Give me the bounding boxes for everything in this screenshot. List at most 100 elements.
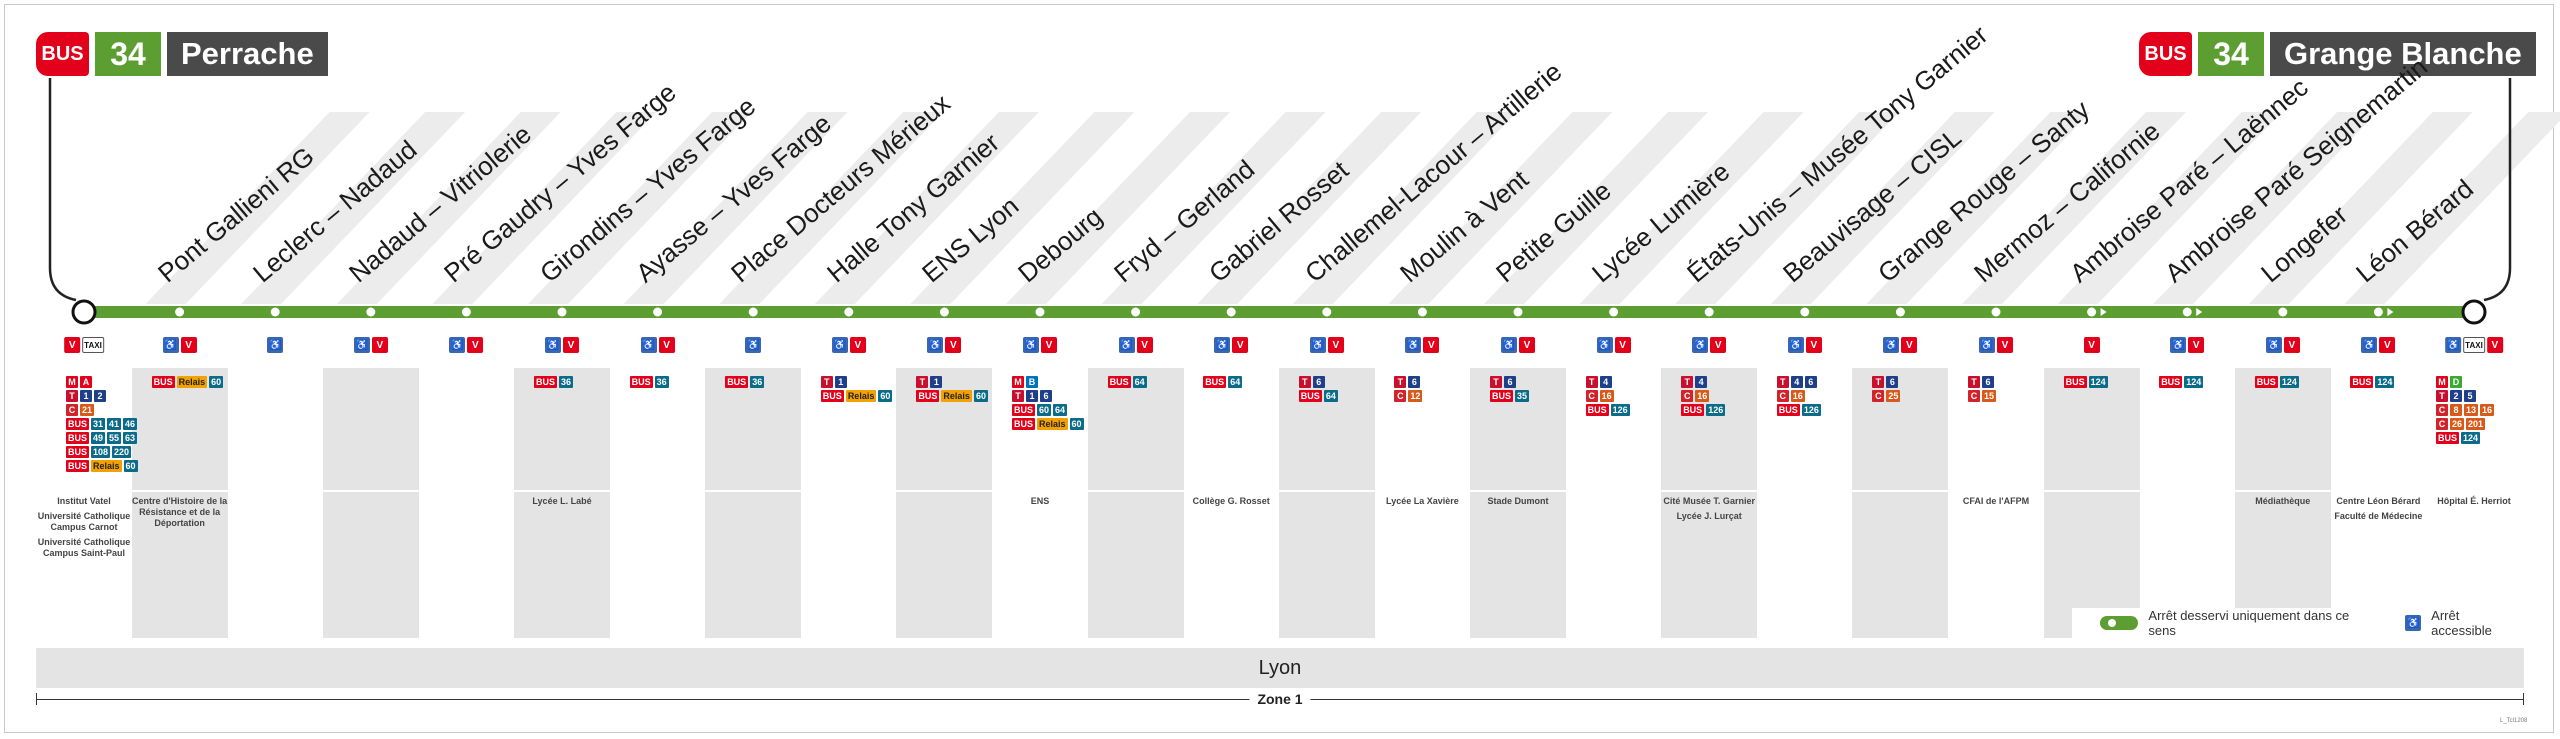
column-separator [896,490,993,492]
terminus-left-marker [71,299,97,325]
stop-column [2043,368,2140,638]
place-list: Collège G. Rosset [1183,496,1279,511]
bike-share-icon: V [1997,337,2013,353]
place-list: Cité Musée T. Garnier Lycée J. Lurçat [1661,496,1757,526]
service-icons: ♿ V [1309,337,1344,353]
stop-connections: T 6 C 15 [1968,376,2058,404]
line-badge: 31 [91,418,106,430]
service-icons: ♿ V [927,337,962,353]
mode-badge: T [1776,376,1789,388]
mode-badge: BUS [1012,418,1036,430]
bike-share-icon: V [1327,337,1344,353]
line-badge: 124 [2375,376,2395,388]
mode-badge: M [1012,376,1024,388]
place-list: Médiathèque [2235,496,2331,511]
line-badge: 21 [80,404,95,416]
line-badge: 1 [80,390,92,402]
connection-row: BUS 124 [2159,376,2249,388]
stop-dot [1991,307,2001,317]
place-list: Centre d'Histoire de la Résistance et de… [132,496,228,533]
mode-badge: BUS [151,376,175,388]
accessible-icon: ♿ [1309,337,1326,353]
terminus-right-connections: M D T 2 5 C 8 13 16 C 26 201 BUS 124 [2436,376,2526,446]
stop-column [322,368,419,638]
stop-connections: BUS 36 [629,376,720,390]
mode-badge: T [916,376,929,388]
service-icons: ♿ V [831,337,866,353]
place-label: Cité Musée T. Garnier [1663,496,1755,506]
accessible-icon: ♿ [640,337,657,353]
line-badge: 6 [1504,376,1516,388]
stop-connections: M B T 1 6 BUS 60 64 BUS Relais 60 [1012,376,1102,432]
bus-badge: BUS [36,32,89,76]
column-separator [705,490,802,492]
bike-share-icon: V [1614,337,1631,353]
column-separator [514,490,610,492]
connection-row: C 26 201 [2436,418,2526,430]
mode-badge: BUS [725,376,749,388]
line-badge: 126 [1706,404,1726,416]
line-number: 34 [95,32,161,76]
mode-badge: C [2436,418,2448,430]
connection-row: BUS 35 [1490,390,1580,402]
label-band [2248,112,2473,304]
label-band [1675,112,1900,304]
label-band [1770,112,1995,304]
service-icons: V [2083,337,2100,353]
stop-connections: BUS 36 [725,376,815,390]
line-badge: 25 [1886,390,1901,402]
connection-row: BUS Relais 60 [820,390,911,402]
column-separator [1661,490,1758,492]
stop-connections: BUS 124 [2350,376,2440,390]
stop-dot [1704,307,1714,317]
accessible-icon: ♿ [1883,337,1900,353]
line-badge: 2 [94,390,106,402]
label-band [1101,112,1326,304]
taxi-icon: TAXI [2463,337,2485,353]
label-band [814,112,1039,304]
place-label: Collège G. Rosset [1192,496,1270,506]
stop-connections: BUS Relais 60 [151,376,242,390]
connection-row: BUS 64 [1107,376,1198,388]
mode-badge: BUS [66,418,90,430]
place-label: Lycée J. Lurçat [1676,511,1742,521]
stop-dot [1131,307,1141,317]
accessible-icon: ♿ [2405,615,2422,631]
bike-share-icon: V [467,337,484,353]
label-band [910,112,1135,304]
connection-row: BUS 60 64 [1012,404,1102,416]
column-separator [1087,490,1184,492]
mode-badge: BUS [1681,404,1705,416]
accessible-icon: ♿ [1501,337,1517,353]
bike-share-icon: V [1901,337,1918,353]
connection-row: BUS 64 [1298,390,1389,402]
mode-badge: C [1585,390,1598,402]
bike-share-icon: V [2486,337,2503,353]
label-band [2153,112,2378,304]
city-band: Lyon [36,648,2524,688]
connection-row: BUS Relais 60 [66,460,156,472]
accessible-icon: ♿ [1979,337,1995,353]
line-badge: 64 [1053,404,1068,416]
line-badge: 4 [1599,376,1612,388]
accessible-icon: ♿ [267,337,284,353]
city-label: Lyon [1258,656,1302,679]
line-badge: 6 [1886,376,1899,388]
line-badge: 6 [1408,376,1421,388]
accessible-icon: ♿ [1787,337,1804,353]
label-band [1484,112,1708,304]
line-badge: 6 [1982,376,1994,388]
line-badge: 15 [1982,390,1997,402]
label-band [1006,112,1230,304]
stop-connections: T 4 6 C 16 BUS 126 [1776,376,1867,418]
connection-row: C 12 [1394,390,1484,402]
bike-share-icon: V [2083,337,2100,353]
service-icons: ♿ V [545,337,579,353]
stop-column [705,368,802,638]
line-badge: 60 [878,390,893,402]
mode-badge: T [1394,376,1407,388]
